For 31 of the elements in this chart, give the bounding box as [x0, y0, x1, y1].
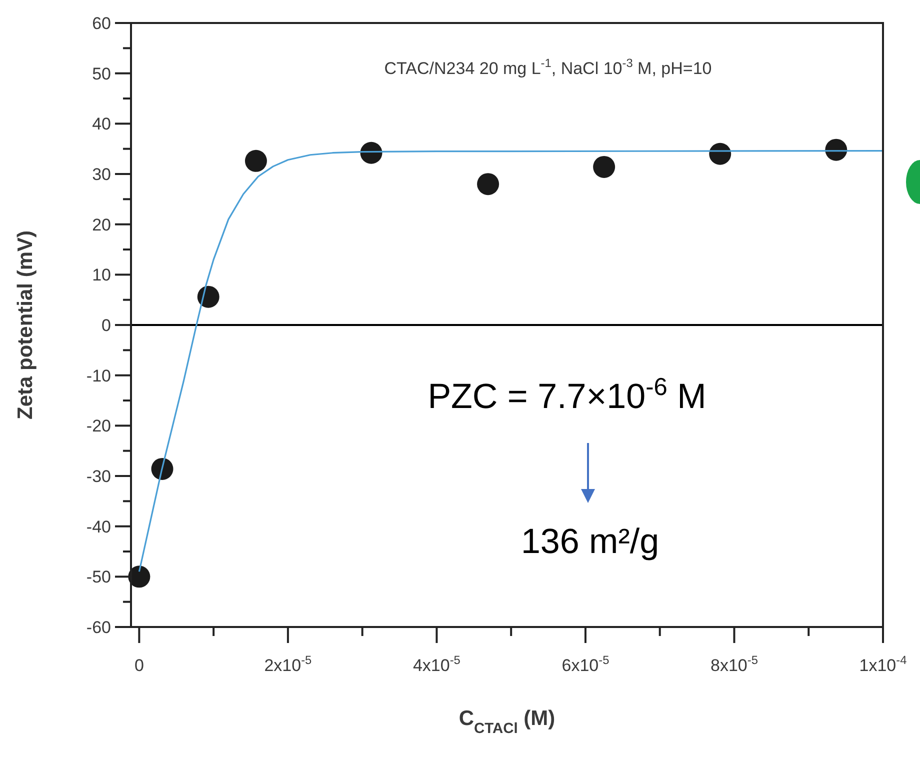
y-tick-label: 30	[92, 164, 111, 184]
point	[477, 173, 500, 196]
y-tick-label: 0	[102, 316, 111, 335]
y-tick-label: -20	[86, 416, 111, 436]
x-axis-title: C$_{CTACl}$ (M)	[458, 707, 556, 737]
y-tick-label: 40	[92, 114, 111, 134]
annotation: PZC = 7.7×10$^{-6}$ M	[428, 374, 706, 416]
point	[593, 156, 616, 178]
x-tick-label: 8x10$^{-5}$	[710, 653, 758, 675]
y-tick-label: 50	[92, 64, 111, 84]
x-tick-label: 0	[134, 656, 144, 675]
annotation: CTAC/N234 20 mg L$^{-1}$, NaCl 10$^{-3}$ M, pH=10	[384, 56, 712, 78]
x-tick-label: 1x10$^{-4}$	[859, 653, 908, 675]
y-tick-label: -10	[86, 366, 111, 386]
y-tick-label: -40	[86, 517, 111, 536]
point	[197, 286, 220, 308]
x-tick-label: 2x10$^{-5}$	[264, 653, 312, 675]
y-tick-label: -30	[86, 466, 111, 486]
point	[244, 150, 267, 172]
y-tick-label: 10	[92, 266, 111, 285]
y-tick-label: 20	[92, 215, 111, 234]
y-axis-title: Zeta potential (mV)	[14, 230, 37, 420]
x-tick-label: 4x10$^{-5}$	[412, 653, 461, 675]
annotation: 136 m²/g	[520, 522, 660, 561]
point	[151, 458, 174, 480]
y-tick-label: -60	[86, 618, 111, 637]
x-tick-label: 6x10$^{-5}$	[562, 653, 610, 675]
point	[360, 142, 382, 164]
point	[825, 138, 848, 161]
y-tick-label: 60	[92, 14, 111, 33]
y-tick-label: -50	[86, 568, 111, 587]
